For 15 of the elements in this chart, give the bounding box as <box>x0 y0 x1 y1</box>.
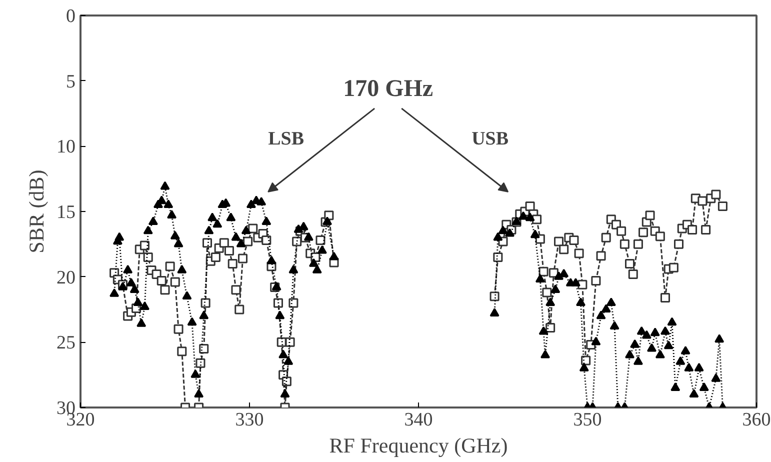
y-axis-title: SBR (dB) <box>24 170 48 254</box>
x-tick-label: 330 <box>235 410 264 430</box>
y-tick-label: 5 <box>66 71 76 92</box>
y-tick-label: 25 <box>56 332 76 354</box>
x-axis-title: RF Frequency (GHz) <box>329 434 508 458</box>
y-tick-label: 20 <box>56 267 76 288</box>
x-tick-label: 360 <box>742 410 771 430</box>
y-tick-label: 15 <box>56 202 76 223</box>
annotation: 170 GHz <box>343 76 434 102</box>
y-tick-label: 10 <box>56 136 76 158</box>
x-tick-label: 350 <box>573 410 602 430</box>
y-tick-label: 0 <box>66 6 76 27</box>
x-tick-label: 340 <box>404 410 433 430</box>
annotation: LSB <box>268 128 304 150</box>
annotation: USB <box>472 128 509 150</box>
